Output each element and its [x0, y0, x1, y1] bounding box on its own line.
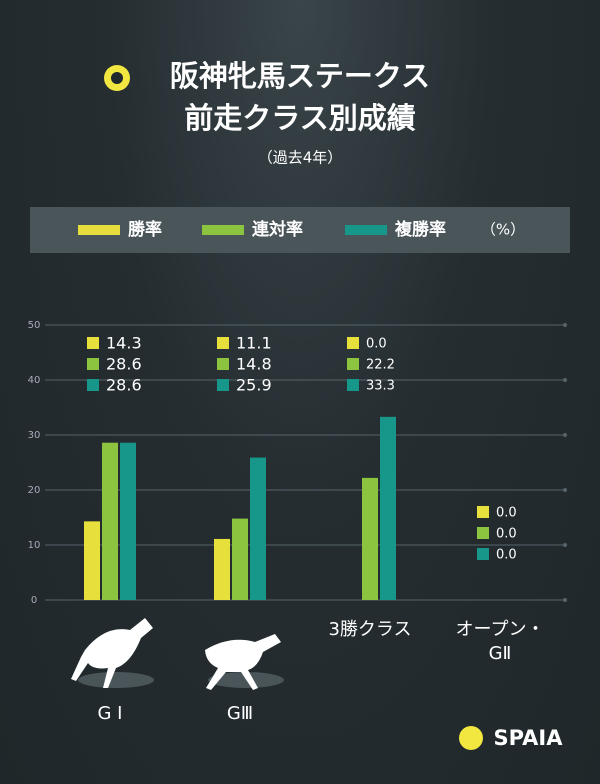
logo-icon — [111, 72, 123, 84]
x-tick-label: 3勝クラス — [328, 619, 412, 640]
label-swatch — [347, 379, 359, 391]
y-tick-label: 20 — [28, 485, 41, 496]
legend-swatch — [345, 225, 387, 235]
legend-label: 複勝率 — [394, 219, 446, 240]
grid-dot — [563, 433, 567, 437]
horse-icon — [71, 618, 153, 688]
label-swatch — [347, 358, 359, 370]
bar — [120, 442, 136, 600]
value-label: 0.0 — [496, 548, 517, 563]
bar — [84, 521, 100, 600]
legend-label: 勝率 — [128, 219, 162, 240]
y-tick-label: 50 — [28, 320, 41, 331]
value-label: 28.6 — [106, 376, 142, 395]
grid-dot — [563, 378, 567, 382]
legend-swatch — [202, 225, 244, 235]
y-tick-label: 30 — [28, 430, 41, 441]
value-label: 33.3 — [366, 379, 395, 394]
grid-dot — [563, 488, 567, 492]
y-tick-label: 0 — [31, 595, 37, 606]
value-label: 14.8 — [236, 355, 272, 374]
label-swatch — [477, 506, 489, 518]
unit-label: （%） — [481, 221, 525, 239]
value-label: 28.6 — [106, 355, 142, 374]
grid-dot — [563, 323, 567, 327]
chart-subtitle: 前走クラス別成績 — [184, 101, 415, 135]
y-tick-label: 40 — [28, 375, 41, 386]
label-swatch — [217, 379, 229, 391]
x-tick-label: GⅢ — [226, 703, 254, 724]
bar — [214, 538, 230, 600]
value-label: 11.1 — [236, 334, 272, 353]
bar — [250, 457, 266, 600]
value-label: 0.0 — [496, 527, 517, 542]
label-swatch — [347, 337, 359, 349]
bar — [380, 416, 396, 600]
chart-title: 阪神牝馬ステークス — [170, 59, 430, 93]
bar — [362, 477, 378, 600]
brand: SPAIA — [494, 726, 564, 750]
horse-shadow — [208, 672, 284, 688]
brand-icon — [459, 726, 483, 750]
value-label: 0.0 — [496, 506, 517, 521]
label-swatch — [217, 358, 229, 370]
grid-dot — [563, 598, 567, 602]
bar — [232, 518, 248, 600]
x-tick-label: オープン・ GⅡ — [455, 619, 545, 664]
legend-label: 連対率 — [252, 219, 303, 240]
legend-swatch — [78, 225, 120, 235]
y-tick-label: 10 — [28, 540, 41, 551]
horse-icon — [205, 634, 281, 690]
label-swatch — [477, 527, 489, 539]
label-swatch — [87, 337, 99, 349]
value-label: 22.2 — [366, 358, 395, 373]
label-swatch — [477, 548, 489, 560]
bar — [102, 442, 118, 600]
x-tick-label: G Ⅰ — [97, 703, 123, 724]
value-label: 25.9 — [236, 376, 272, 395]
horse-shadow — [78, 672, 154, 688]
value-label: 0.0 — [366, 337, 387, 352]
label-swatch — [87, 379, 99, 391]
value-label: 14.3 — [106, 334, 142, 353]
label-swatch — [217, 337, 229, 349]
note: （過去4年） — [258, 149, 343, 167]
label-swatch — [87, 358, 99, 370]
grid-dot — [563, 543, 567, 547]
